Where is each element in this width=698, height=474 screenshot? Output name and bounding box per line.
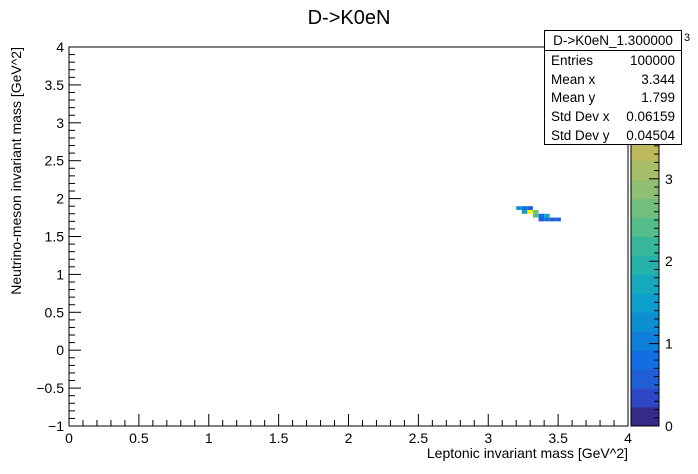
heatmap-cell xyxy=(549,217,556,222)
palette-band xyxy=(631,160,659,180)
x-tick-label: 0 xyxy=(65,430,73,446)
y-tick-label: 4 xyxy=(56,39,64,55)
y-tick-label: 0.5 xyxy=(45,304,65,320)
heatmap-cell xyxy=(555,217,561,222)
heatmap-cells xyxy=(516,206,561,222)
heatmap-cell xyxy=(521,209,528,214)
y-tick-label: −0.5 xyxy=(36,380,64,396)
chart-title: D->K0eN xyxy=(308,7,391,29)
stats-box: D->K0eN_1.300000 Entries 100000 Mean x 3… xyxy=(544,30,682,145)
z-tick-label: 1 xyxy=(665,336,673,352)
heatmap-cell xyxy=(516,206,522,210)
palette-band xyxy=(631,369,659,389)
palette-band xyxy=(631,274,659,294)
stats-label: Std Dev x xyxy=(551,109,610,124)
heatmap-cell xyxy=(532,213,539,218)
palette-band xyxy=(631,236,659,256)
x-tick-label: 1.5 xyxy=(269,430,289,446)
z-tick-label: 2 xyxy=(665,253,673,269)
y-axis: −1 −0.5 0 0.5 1 1.5 2 2.5 3 3.5 4 xyxy=(36,39,81,434)
heatmap-cell xyxy=(538,213,545,218)
stats-label: Std Dev y xyxy=(551,128,610,143)
z-axis-exponent: 3 xyxy=(684,32,690,44)
stats-value: 1.799 xyxy=(641,90,675,105)
palette-band xyxy=(631,179,659,199)
y-tick-label: 3.5 xyxy=(45,77,65,93)
palette-band xyxy=(631,198,659,218)
stats-row-entries: Entries 100000 xyxy=(551,51,675,70)
x-tick-label: 3.5 xyxy=(548,430,568,446)
x-tick-label: 2.5 xyxy=(409,430,429,446)
y-tick-label: 3 xyxy=(56,115,64,131)
palette-band xyxy=(631,331,659,351)
heatmap-cell xyxy=(544,213,550,218)
y-tick-label: 1.5 xyxy=(45,229,65,245)
stats-row-mean-y: Mean y 1.799 xyxy=(551,88,675,107)
palette-band xyxy=(631,350,659,370)
stats-row-mean-x: Mean x 3.344 xyxy=(551,70,675,89)
y-tick-label: 0 xyxy=(56,342,64,358)
heatmap-cell xyxy=(527,209,533,214)
palette-band xyxy=(631,217,659,237)
stats-value: 0.04504 xyxy=(626,128,675,143)
heatmap-cell xyxy=(544,217,550,222)
x-tick-label: 4 xyxy=(624,430,632,446)
y-tick-label: 1 xyxy=(56,266,64,282)
x-tick-label: 3 xyxy=(484,430,492,446)
stats-title: D->K0eN_1.300000 xyxy=(545,31,681,51)
palette-band xyxy=(631,293,659,313)
y-tick-label: −1 xyxy=(48,418,64,434)
palette-band xyxy=(631,255,659,275)
x-tick-label: 0.5 xyxy=(129,430,149,446)
stats-label: Mean x xyxy=(551,72,596,87)
x-tick-label: 2 xyxy=(345,430,353,446)
y-tick-label: 2 xyxy=(56,191,64,207)
y-axis-label: Neutrino-meson invariant mass [GeV^2] xyxy=(8,47,24,295)
x-axis: 0 0.5 1 1.5 2 2.5 3 3.5 4 xyxy=(65,414,632,446)
heatmap-cell xyxy=(521,206,528,210)
z-tick-label: 3 xyxy=(665,171,673,187)
stats-label: Mean y xyxy=(551,90,596,105)
x-tick-label: 1 xyxy=(205,430,213,446)
palette-band xyxy=(631,407,659,427)
palette-band xyxy=(631,141,659,161)
stats-row-stddev-y: Std Dev y 0.04504 xyxy=(551,126,675,145)
heatmap-cell xyxy=(538,217,545,222)
stats-row-stddev-x: Std Dev x 0.06159 xyxy=(551,107,675,126)
z-tick-label: 0 xyxy=(665,418,673,434)
stats-value: 3.344 xyxy=(641,72,675,87)
palette-band xyxy=(631,388,659,408)
x-axis-label: Leptonic invariant mass [GeV^2] xyxy=(427,445,628,461)
heatmap-cell xyxy=(532,209,539,214)
y-tick-label: 2.5 xyxy=(45,153,65,169)
palette-band xyxy=(631,312,659,332)
heatmap-cell xyxy=(527,206,533,210)
stats-value: 100000 xyxy=(629,53,675,68)
stats-value: 0.06159 xyxy=(626,109,675,124)
stats-label: Entries xyxy=(551,53,594,68)
